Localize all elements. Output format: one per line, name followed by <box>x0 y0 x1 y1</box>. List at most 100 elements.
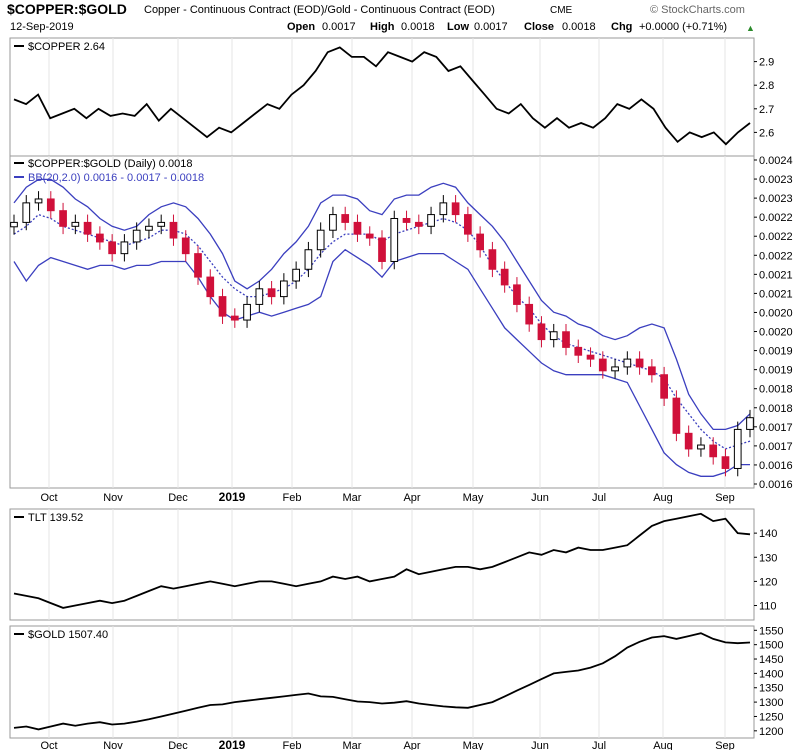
chg-up-icon: ▲ <box>746 23 755 33</box>
candle-body <box>304 249 313 270</box>
tlt-price-line <box>13 512 751 609</box>
candle-body <box>451 202 460 216</box>
y-tick-label: 0.0023 <box>759 174 793 186</box>
x-tick-label-mar: Mar <box>343 492 362 504</box>
high-value: 0.0018 <box>401 21 435 33</box>
y-tick-label: 2.7 <box>759 104 774 116</box>
y-tick-label: 0.0024 <box>759 155 793 167</box>
candle-body <box>586 354 595 360</box>
copper-panel-frame <box>9 37 755 157</box>
candle-body <box>120 241 129 255</box>
bb-lower-line <box>13 248 750 477</box>
candle-body <box>402 217 411 223</box>
candle-body <box>329 214 337 231</box>
open-label: Open <box>287 21 316 33</box>
candle-body <box>746 417 754 430</box>
x-tick-label-apr: Apr <box>403 492 420 504</box>
low-label: Low <box>447 21 469 33</box>
ratio-panel-frame <box>9 155 755 489</box>
candle-body <box>439 202 448 216</box>
candle-body <box>611 366 619 372</box>
symbol-description: Copper - Continuous Contract (EOD)/Gold … <box>144 4 495 16</box>
x-tick-label-bottom-aug: Aug <box>653 740 673 750</box>
x-tick-label-2019: 2019 <box>219 490 246 504</box>
candle-body <box>10 221 18 228</box>
candle-body <box>46 198 55 212</box>
y-tick-label: 1250 <box>759 711 783 723</box>
candle-body <box>22 202 31 223</box>
x-tick-label-sep: Sep <box>715 492 735 504</box>
candle-body <box>623 358 632 368</box>
x-tick-label-bottom-2019: 2019 <box>219 738 246 750</box>
candle-body <box>267 288 276 298</box>
chg-label: Chg <box>611 21 633 33</box>
candle-body <box>660 374 668 399</box>
tlt-legend: TLT 139.52 <box>28 512 83 524</box>
candle-body <box>71 221 80 227</box>
y-tick-label: 140 <box>759 528 777 540</box>
x-tick-label-bottom-nov: Nov <box>103 740 123 750</box>
candle-body <box>488 249 497 270</box>
x-tick-label-bottom-dec: Dec <box>168 740 188 750</box>
y-tick-label: 1500 <box>759 640 783 652</box>
candle-body <box>292 268 300 282</box>
y-tick-label: 1550 <box>759 625 783 637</box>
symbol-title: $COPPER:$GOLD <box>7 1 127 17</box>
y-tick-label: 2.6 <box>759 127 774 139</box>
close-label: Close <box>524 21 554 33</box>
candle-body <box>132 229 141 243</box>
x-tick-label-bottom-jul: Jul <box>592 740 606 750</box>
brand-logo[interactable]: © StockCharts.com <box>650 4 745 16</box>
y-tick-label: 0.0020 <box>759 307 793 319</box>
candle-body <box>169 221 178 239</box>
candle-body <box>635 358 644 368</box>
y-tick-label: 0.0019 <box>759 365 793 377</box>
y-tick-label: 0.0018 <box>759 403 793 415</box>
x-tick-label-dec: Dec <box>168 492 188 504</box>
y-tick-label: 1200 <box>759 726 783 738</box>
x-tick-label-bottom-jun: Jun <box>531 740 549 750</box>
candle-body <box>218 296 227 317</box>
candle-body <box>96 233 104 243</box>
candle-body <box>549 331 558 341</box>
x-tick-label-bottom-sep: Sep <box>715 740 735 750</box>
candle-body <box>59 210 67 227</box>
candle-body <box>537 323 546 341</box>
candle-body <box>598 358 607 372</box>
x-tick-label-bottom-mar: Mar <box>343 740 362 750</box>
y-tick-label: 0.0020 <box>759 327 793 339</box>
candle-body <box>721 456 730 469</box>
gold-panel-frame <box>9 625 755 739</box>
candle-body <box>108 241 116 255</box>
chg-value: +0.0000 (+0.71%) <box>639 21 728 33</box>
copper-legend: $COPPER 2.64 <box>28 41 105 53</box>
y-tick-label: 0.0023 <box>759 193 793 205</box>
x-tick-label-aug: Aug <box>653 492 673 504</box>
candle-body <box>255 288 264 305</box>
y-tick-label: 0.0022 <box>759 212 793 224</box>
candle-body <box>157 221 166 227</box>
candle-body <box>390 217 399 262</box>
x-tick-label-bottom-apr: Apr <box>403 740 420 750</box>
candle-body <box>648 366 656 376</box>
y-tick-label: 0.0022 <box>759 250 793 262</box>
x-tick-label-bottom-feb: Feb <box>283 740 302 750</box>
candle-body <box>414 221 423 227</box>
candle-body <box>83 221 92 235</box>
y-tick-label: 1300 <box>759 697 783 709</box>
x-tick-label-jul: Jul <box>592 492 606 504</box>
high-label: High <box>370 21 395 33</box>
y-tick-label: 130 <box>759 552 777 564</box>
low-value: 0.0017 <box>474 21 508 33</box>
y-tick-label: 0.0021 <box>759 288 793 300</box>
candle-body <box>230 315 239 321</box>
candle-body <box>672 397 681 434</box>
gold-price-line <box>13 632 751 731</box>
x-tick-label-nov: Nov <box>103 492 123 504</box>
candle-body <box>341 214 350 223</box>
candle-body <box>513 284 521 305</box>
y-tick-label: 110 <box>759 601 777 613</box>
candle-body <box>353 221 362 235</box>
candle-body <box>697 444 705 450</box>
candle-body <box>243 303 251 321</box>
